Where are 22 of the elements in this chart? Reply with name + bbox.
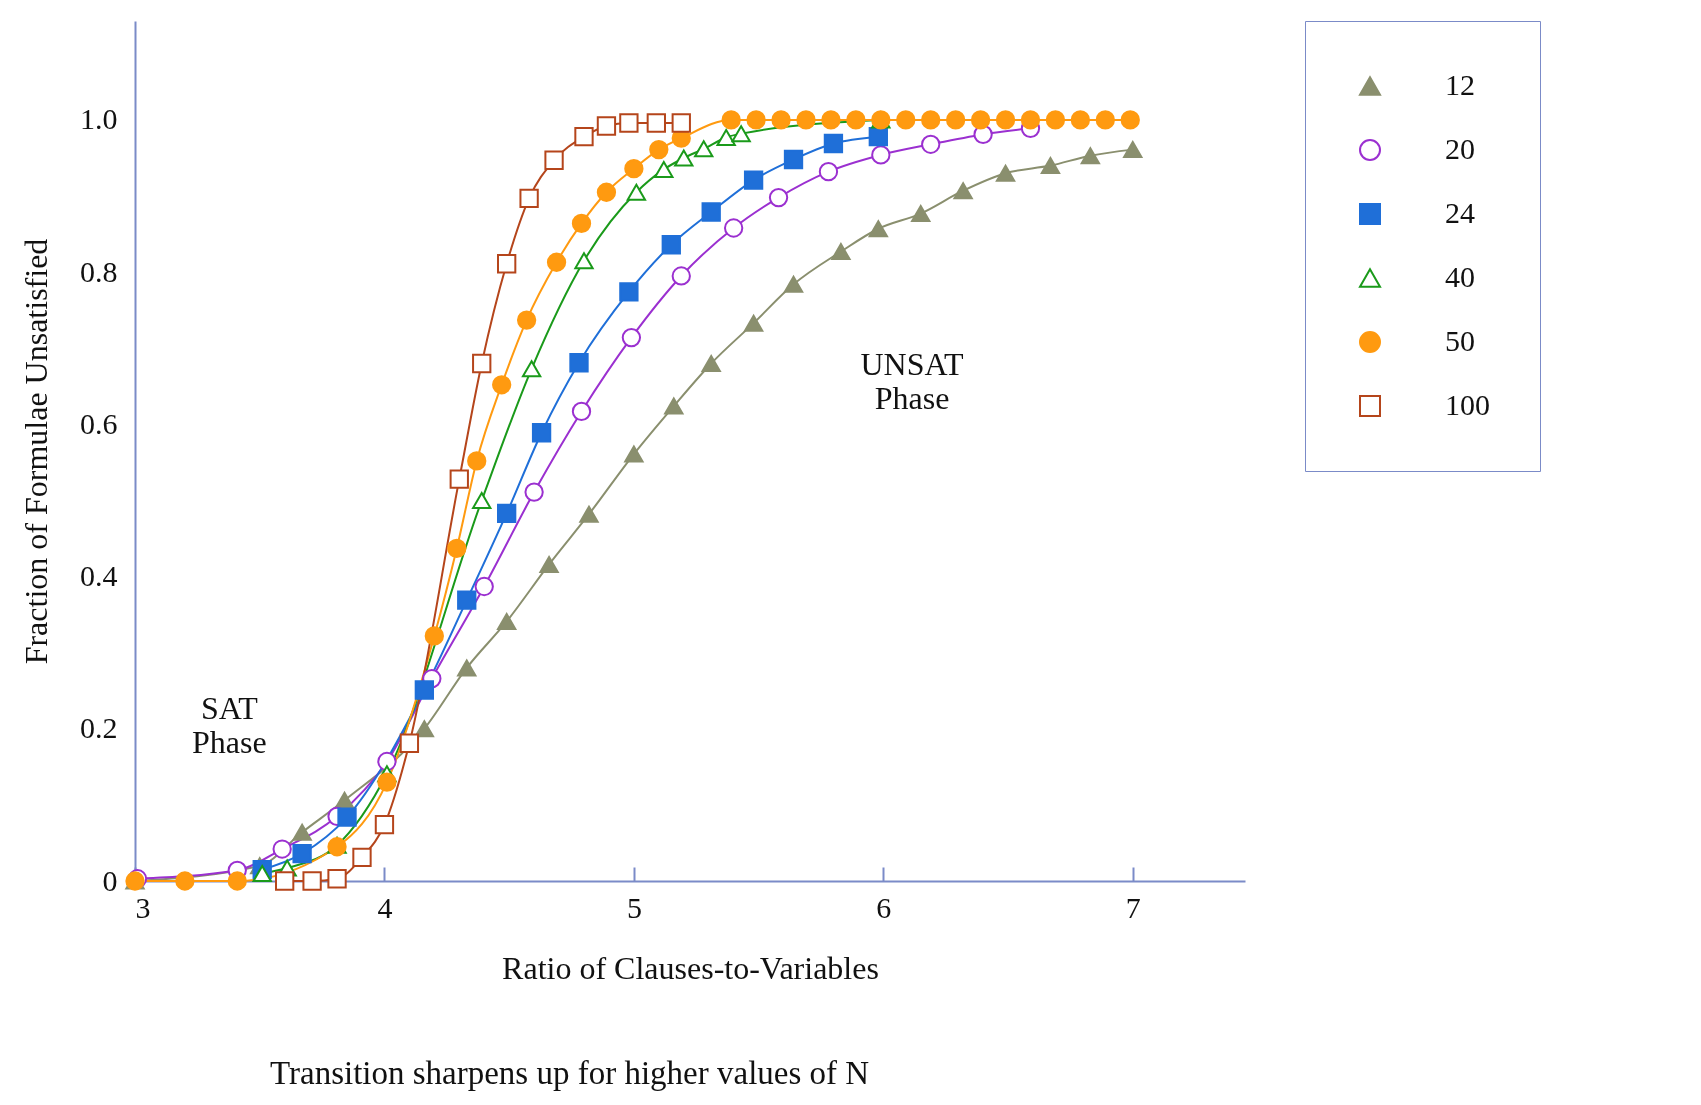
y-tick-label: 0.8 xyxy=(80,254,118,288)
y-tick-label: 0.4 xyxy=(80,559,118,593)
annotation: UNSAT Phase xyxy=(860,346,965,416)
x-tick-label: 5 xyxy=(626,890,642,924)
x-axis-title: Ratio of Clauses-to-Variables xyxy=(502,949,879,986)
y-tick-label: 0 xyxy=(102,863,118,897)
legend-label: 24 xyxy=(1445,196,1475,229)
text: Transition sharpens up for higher values of N xyxy=(270,1055,870,1092)
y-tick-label: 0.6 xyxy=(80,406,118,440)
x-tick-label: 7 xyxy=(1125,890,1141,924)
legend-label: 12 xyxy=(1445,68,1475,101)
x-tick-label: 3 xyxy=(135,890,151,924)
legend-label: 100 xyxy=(1445,388,1490,421)
legend-label: 20 xyxy=(1445,132,1475,165)
legend-label: 50 xyxy=(1445,324,1475,357)
legend-label: 40 xyxy=(1445,260,1475,293)
y-tick-label: 0.2 xyxy=(80,711,118,745)
y-tick-label: 1.0 xyxy=(80,102,118,136)
y-axis-title: Fraction of Formulae Unsatisfied xyxy=(18,238,54,665)
annotation: SAT Phase xyxy=(192,690,267,760)
x-tick-label: 4 xyxy=(377,890,393,924)
x-tick-label: 6 xyxy=(876,890,892,924)
